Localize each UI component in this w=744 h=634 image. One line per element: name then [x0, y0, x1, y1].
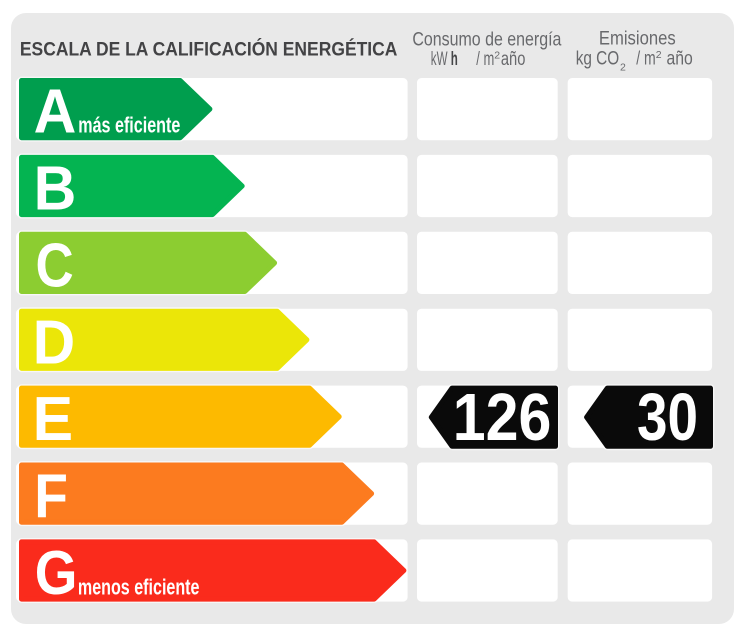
- svg-text:ESCALA DE LA CALIFICACIÓN ENER: ESCALA DE LA CALIFICACIÓN ENERGÉTICA: [20, 39, 398, 61]
- svg-text:más eficiente: más eficiente: [78, 113, 180, 138]
- svg-text:2: 2: [494, 50, 500, 62]
- svg-text:2: 2: [656, 49, 662, 61]
- svg-text:año: año: [667, 49, 693, 70]
- svg-text:D: D: [33, 308, 75, 377]
- svg-text:126: 126: [453, 380, 552, 455]
- svg-text:A: A: [34, 78, 77, 147]
- svg-text:/ m: / m: [476, 49, 494, 70]
- svg-text:kW h: kW h: [431, 49, 458, 70]
- svg-text:B: B: [34, 155, 77, 224]
- svg-text:/ m: / m: [636, 49, 656, 70]
- svg-text:Consumo de energía: Consumo de energía: [412, 28, 561, 50]
- svg-text:C: C: [36, 231, 74, 300]
- svg-text:G: G: [35, 539, 78, 608]
- svg-text:E: E: [33, 385, 74, 454]
- svg-text:30: 30: [637, 380, 698, 455]
- svg-text:año: año: [501, 49, 526, 70]
- svg-text:Emisiones: Emisiones: [599, 29, 676, 50]
- svg-text:kg CO: kg CO: [576, 49, 620, 70]
- svg-text:2: 2: [620, 61, 626, 73]
- svg-text:menos eficiente: menos eficiente: [78, 574, 200, 599]
- svg-text:F: F: [34, 462, 68, 531]
